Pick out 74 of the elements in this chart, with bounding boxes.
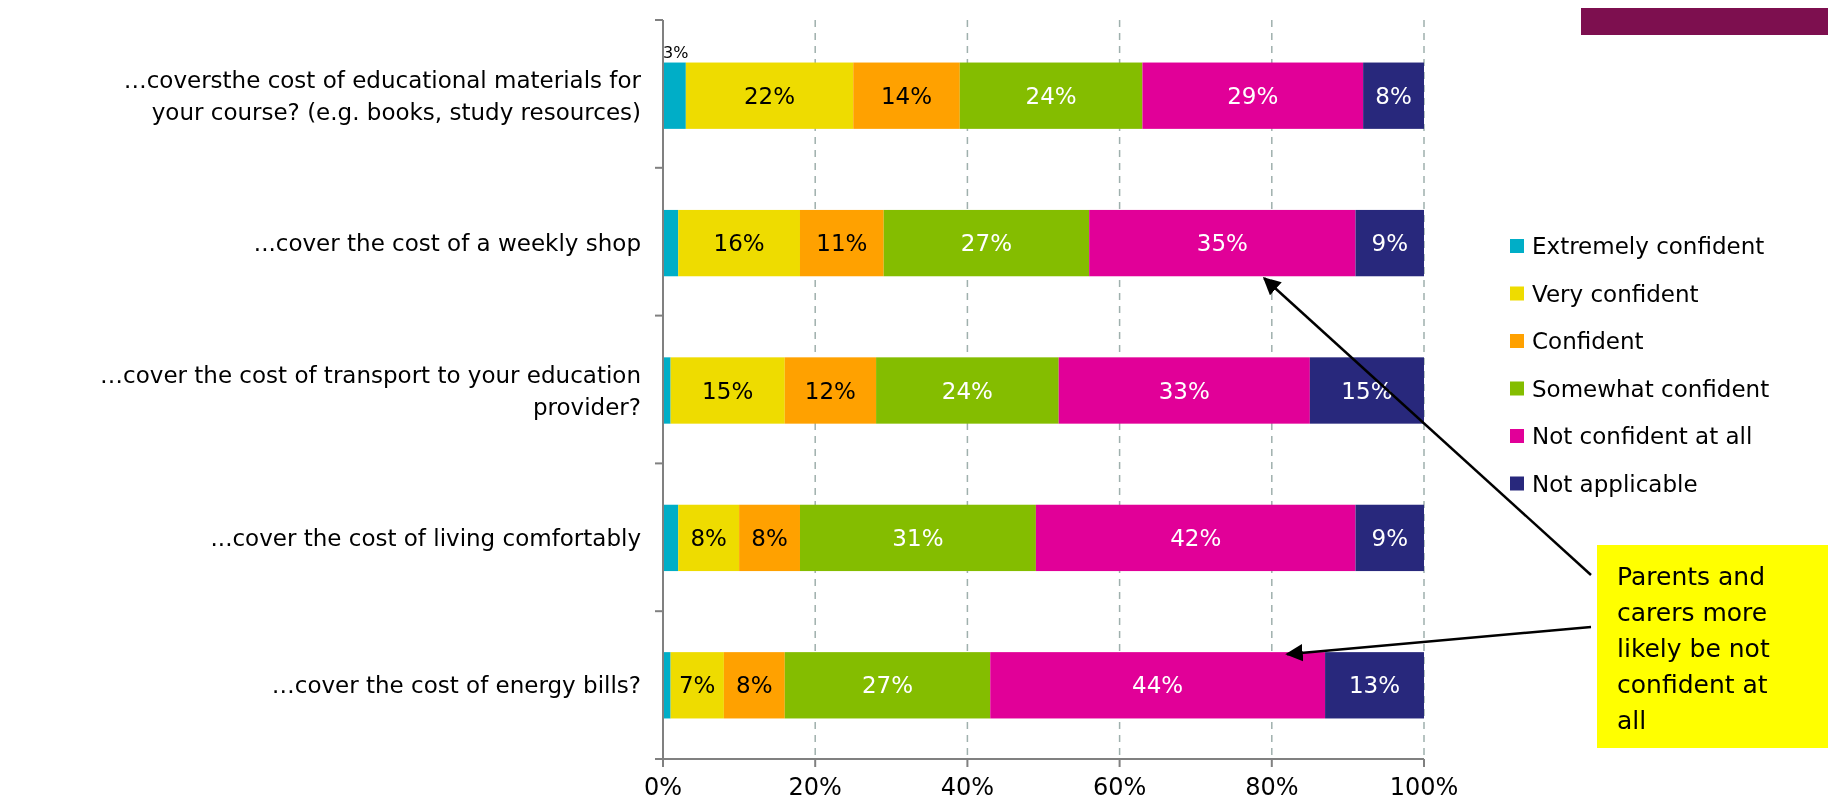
y-tick-label: ...cover the cost of living comfortably bbox=[210, 524, 641, 551]
data-label: 11% bbox=[816, 230, 868, 257]
y-tick-label: …cover the cost of energy bills? bbox=[271, 672, 641, 699]
legend-label: Not confident at all bbox=[1532, 423, 1753, 450]
data-label: 8% bbox=[1375, 82, 1412, 109]
y-tick-label: …cover the cost of transport to your education provider? bbox=[100, 361, 641, 420]
bar bbox=[1355, 209, 1424, 277]
data-label: 42% bbox=[1170, 524, 1222, 551]
bar bbox=[853, 62, 960, 129]
bar bbox=[678, 209, 800, 277]
bar bbox=[1355, 504, 1424, 572]
data-label: 15% bbox=[702, 377, 754, 404]
data-label: 35% bbox=[1196, 230, 1248, 257]
legend-label: Confident bbox=[1532, 328, 1644, 355]
data-label: 3% bbox=[663, 42, 689, 62]
bar bbox=[663, 62, 686, 129]
data-label: 22% bbox=[743, 82, 796, 109]
data-label: 14% bbox=[880, 82, 933, 109]
text: Parents and carers more likely be not confident at all bbox=[1617, 562, 1770, 735]
bar bbox=[784, 652, 991, 719]
data-label: 9% bbox=[1371, 524, 1409, 551]
data-label: 8% bbox=[690, 524, 727, 551]
data-label: 12% bbox=[804, 377, 856, 404]
bar bbox=[670, 357, 785, 424]
data-label: 33% bbox=[1158, 377, 1210, 404]
bar bbox=[784, 357, 877, 424]
data-label: 7% bbox=[678, 672, 716, 699]
bar bbox=[1089, 209, 1356, 277]
bar bbox=[1309, 357, 1424, 424]
data-label: 16% bbox=[713, 230, 765, 257]
bar bbox=[663, 357, 671, 424]
data-label: 27% bbox=[960, 230, 1012, 257]
y-tick-label: ...cover the cost of a weekly shop bbox=[253, 230, 641, 257]
y-tick-label: …coversthe cost of educational materials for your course? (e.g. books, study resources) bbox=[123, 66, 642, 125]
data-label: 44% bbox=[1132, 672, 1184, 699]
data-label: 9% bbox=[1371, 230, 1409, 257]
bar bbox=[663, 209, 679, 277]
bar bbox=[1142, 62, 1364, 129]
bar bbox=[723, 652, 785, 719]
bar bbox=[959, 62, 1143, 129]
bar bbox=[876, 357, 1059, 424]
bar bbox=[663, 652, 671, 719]
x-tick-label: 20% bbox=[788, 773, 842, 801]
bar bbox=[990, 652, 1326, 719]
data-label: 31% bbox=[892, 524, 944, 551]
x-tick-label: 0% bbox=[643, 773, 683, 801]
bar bbox=[1058, 357, 1310, 424]
data-label: 8% bbox=[736, 672, 773, 699]
data-label: 24% bbox=[941, 377, 993, 404]
data-label: 29% bbox=[1227, 82, 1279, 109]
bar bbox=[1363, 62, 1424, 129]
bar bbox=[670, 652, 724, 719]
bar bbox=[799, 504, 1036, 572]
data-label: 24% bbox=[1025, 82, 1077, 109]
data-label: 27% bbox=[861, 672, 914, 699]
legend-label: Somewhat confident bbox=[1532, 375, 1770, 402]
bar bbox=[678, 504, 740, 572]
legend-label: Not applicable bbox=[1532, 470, 1698, 497]
bar bbox=[685, 62, 854, 129]
bar bbox=[799, 209, 884, 277]
x-tick-label: 100% bbox=[1389, 773, 1459, 801]
data-label: 13% bbox=[1348, 672, 1401, 699]
data-label: 15% bbox=[1341, 377, 1393, 404]
data-label: 8% bbox=[751, 524, 788, 551]
x-tick-label: 60% bbox=[1092, 773, 1147, 801]
x-tick-label: 40% bbox=[940, 773, 995, 801]
bar bbox=[1035, 504, 1356, 572]
x-tick-label: 80% bbox=[1245, 773, 1299, 801]
bar bbox=[1325, 652, 1424, 719]
legend-label: Extremely confident bbox=[1532, 233, 1765, 260]
bar bbox=[739, 504, 800, 572]
legend-label: Very confident bbox=[1532, 280, 1699, 307]
bar bbox=[883, 209, 1090, 277]
bar bbox=[663, 504, 679, 572]
